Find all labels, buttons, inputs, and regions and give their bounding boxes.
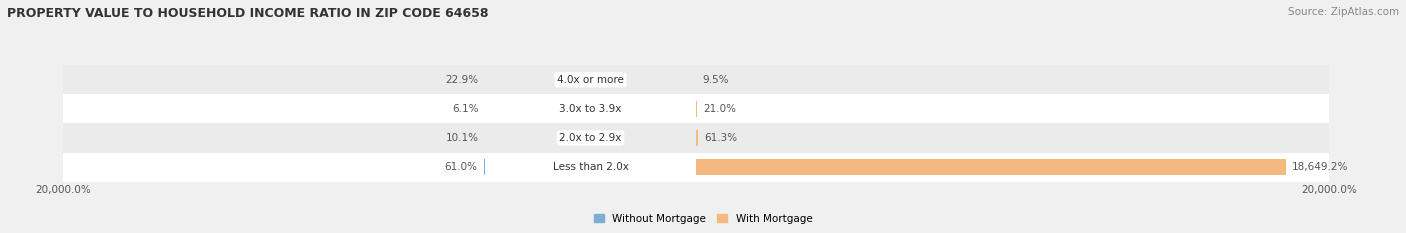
Bar [0, 123, 485, 153]
Text: 61.3%: 61.3% [704, 133, 737, 143]
Text: 61.0%: 61.0% [444, 162, 478, 172]
Text: 2.0x to 2.9x: 2.0x to 2.9x [560, 133, 621, 143]
Text: 3.0x to 3.9x: 3.0x to 3.9x [560, 104, 621, 114]
Bar [696, 94, 1406, 123]
Legend: Without Mortgage, With Mortgage: Without Mortgage, With Mortgage [589, 209, 817, 228]
Text: 21.0%: 21.0% [703, 104, 735, 114]
Text: 4.0x or more: 4.0x or more [557, 75, 624, 85]
Bar [696, 159, 1286, 175]
Bar [696, 153, 1406, 182]
Bar [485, 94, 696, 123]
Text: 9.5%: 9.5% [703, 75, 730, 85]
Text: PROPERTY VALUE TO HOUSEHOLD INCOME RATIO IN ZIP CODE 64658: PROPERTY VALUE TO HOUSEHOLD INCOME RATIO… [7, 7, 488, 20]
Text: Source: ZipAtlas.com: Source: ZipAtlas.com [1288, 7, 1399, 17]
Text: Less than 2.0x: Less than 2.0x [553, 162, 628, 172]
Text: 6.1%: 6.1% [453, 104, 478, 114]
Bar [0, 153, 485, 182]
Bar [696, 123, 1406, 153]
Bar [485, 123, 696, 153]
Text: 18,649.2%: 18,649.2% [1292, 162, 1348, 172]
Bar [696, 65, 1406, 94]
Bar [485, 65, 696, 94]
Text: 22.9%: 22.9% [446, 75, 478, 85]
Bar [485, 153, 696, 182]
Text: 10.1%: 10.1% [446, 133, 478, 143]
Bar [0, 65, 485, 94]
Bar [696, 130, 697, 146]
Bar [0, 94, 485, 123]
